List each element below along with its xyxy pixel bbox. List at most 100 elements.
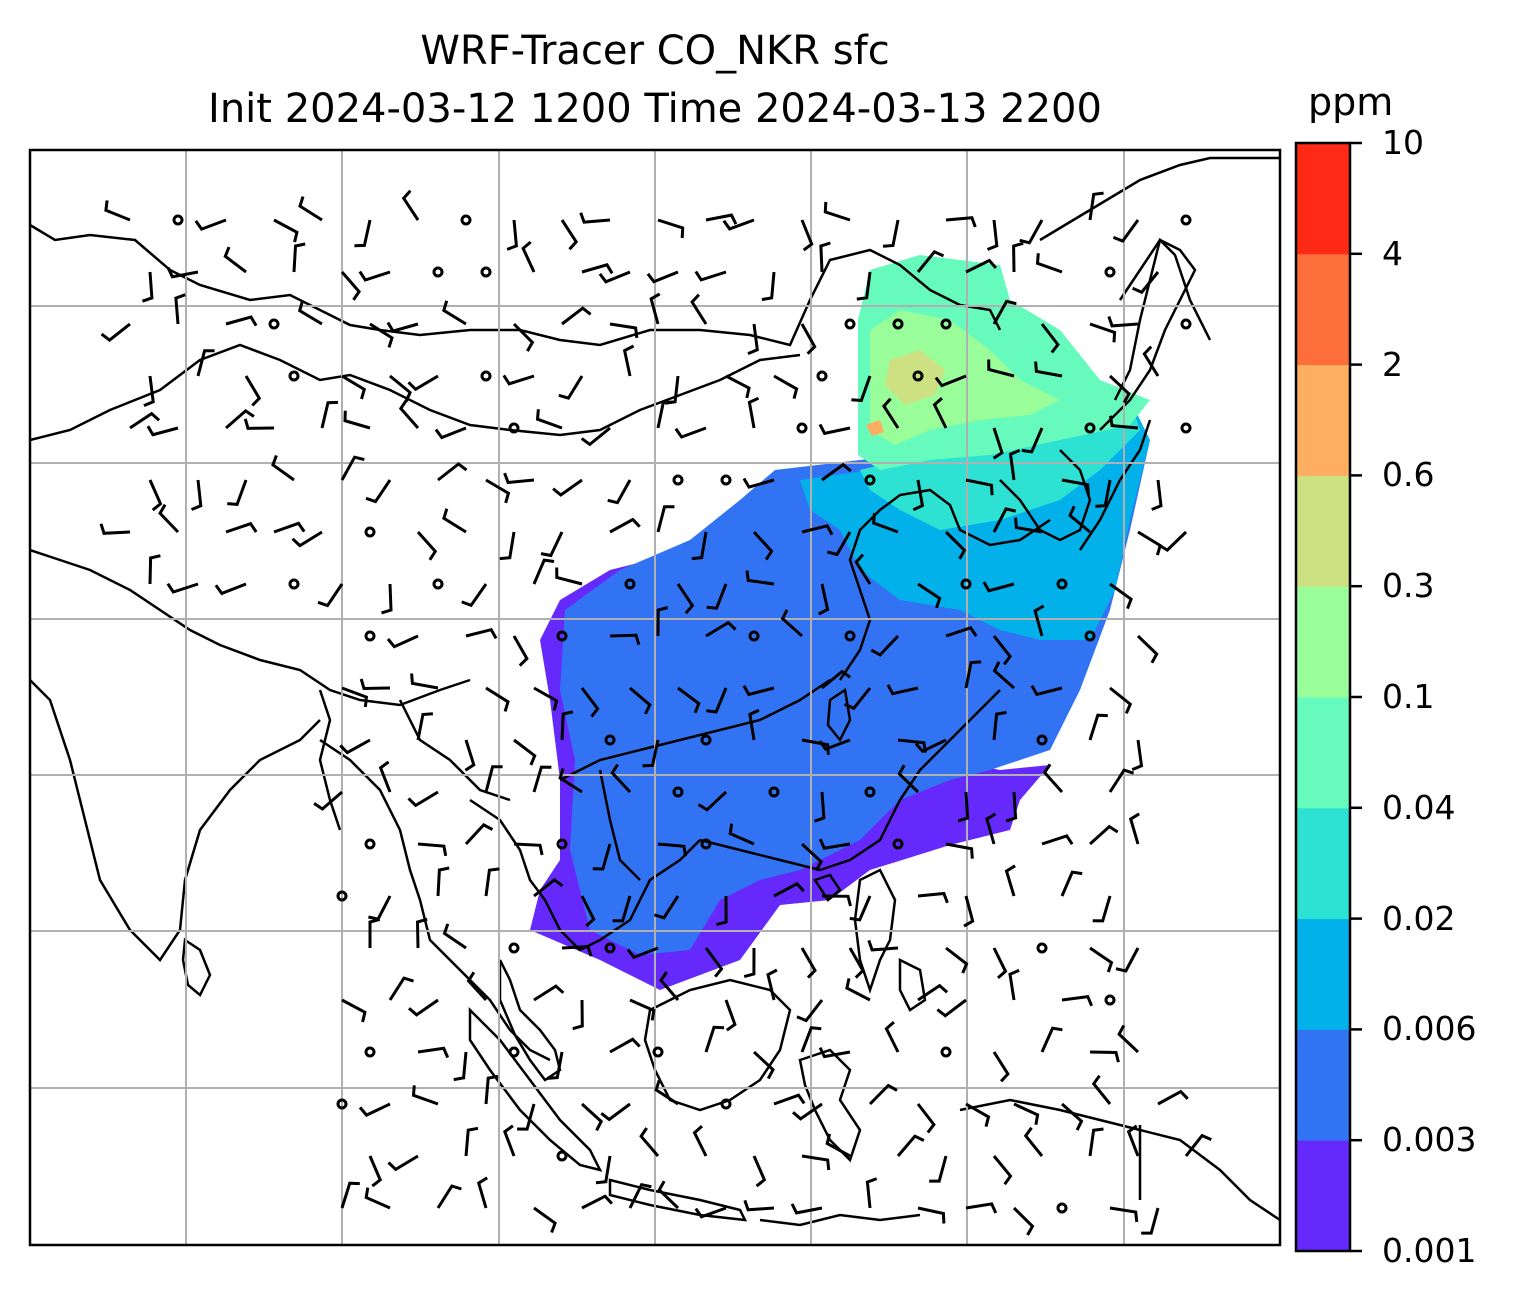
calm-wind-marker bbox=[1056, 1202, 1068, 1214]
wind-barb bbox=[320, 400, 339, 429]
wind-barb bbox=[368, 917, 381, 948]
wind-barb bbox=[388, 976, 414, 1001]
wind-barb bbox=[273, 521, 306, 534]
wind-barb bbox=[340, 455, 365, 481]
wind-barb bbox=[434, 426, 467, 440]
wind-barb bbox=[1109, 1206, 1139, 1223]
wind-barb bbox=[1157, 530, 1188, 552]
wind-barb bbox=[945, 626, 978, 638]
wind-barb bbox=[581, 263, 614, 275]
wind-barb bbox=[1108, 415, 1139, 430]
wind-barb bbox=[1108, 768, 1135, 793]
colorbar-tick-label: 0.3 bbox=[1382, 566, 1435, 606]
wind-barb bbox=[609, 1037, 641, 1054]
wind-barb bbox=[773, 1093, 806, 1106]
wind-barb bbox=[882, 397, 900, 429]
wind-barb bbox=[813, 791, 826, 823]
calm-wind-marker bbox=[912, 370, 924, 382]
wind-barb bbox=[916, 249, 945, 273]
wind-barb bbox=[1004, 864, 1016, 897]
wind-barb bbox=[503, 472, 535, 485]
calm-wind-marker bbox=[172, 214, 184, 226]
wind-barb bbox=[1184, 1133, 1212, 1157]
calm-wind-marker bbox=[480, 266, 492, 278]
wind-barb bbox=[408, 998, 439, 1017]
wind-barb bbox=[818, 838, 851, 850]
wind-barb bbox=[1126, 1124, 1140, 1157]
wind-barb bbox=[1092, 895, 1112, 923]
colorbar-segment bbox=[1296, 586, 1350, 698]
colorbar-tick-label: 0.003 bbox=[1382, 1120, 1477, 1160]
wind-barb bbox=[934, 374, 967, 388]
colorbar-unit: ppm bbox=[1308, 80, 1394, 124]
wind-barb bbox=[936, 998, 967, 1018]
wind-barb bbox=[945, 216, 977, 228]
wind-barb bbox=[945, 842, 974, 859]
wind-barb bbox=[649, 292, 661, 325]
colorbar-segment bbox=[1296, 1029, 1350, 1141]
wind-barb bbox=[1157, 1089, 1189, 1106]
wind-barb bbox=[1060, 870, 1083, 897]
wind-barb bbox=[706, 583, 728, 610]
calm-wind-marker bbox=[556, 1150, 568, 1162]
wind-barb bbox=[1040, 1026, 1063, 1053]
wind-barb bbox=[800, 323, 817, 355]
wind-barb bbox=[612, 895, 632, 923]
wind-barb bbox=[1088, 191, 1104, 221]
wind-barb bbox=[1033, 604, 1045, 637]
calm-wind-marker bbox=[720, 474, 732, 486]
calm-wind-marker bbox=[864, 786, 876, 798]
wind-barb bbox=[747, 323, 759, 355]
wind-barb bbox=[401, 189, 420, 221]
wind-barb bbox=[722, 218, 755, 231]
wind-barb bbox=[626, 946, 659, 960]
wind-barb bbox=[897, 764, 920, 794]
calm-wind-marker bbox=[364, 838, 376, 850]
wind-barb bbox=[868, 1083, 898, 1106]
wind-barb bbox=[800, 947, 817, 979]
calm-wind-marker bbox=[1084, 630, 1096, 642]
wind-barb bbox=[386, 321, 419, 333]
wind-barb bbox=[1089, 1050, 1120, 1063]
wind-barb bbox=[340, 271, 361, 301]
wind-barb bbox=[747, 396, 760, 429]
colorbar-segment bbox=[1296, 1140, 1350, 1252]
wind-barb bbox=[743, 947, 756, 979]
wind-barb bbox=[532, 765, 552, 793]
wind-barb bbox=[609, 633, 641, 646]
wind-barb bbox=[1008, 449, 1021, 481]
wind-barb bbox=[317, 583, 344, 608]
wind-barb bbox=[1019, 219, 1044, 245]
colorbar-segment bbox=[1296, 807, 1350, 920]
wind-barb bbox=[190, 479, 203, 511]
wind-barb bbox=[598, 270, 631, 284]
wind-barb bbox=[225, 315, 258, 327]
wind-barb bbox=[790, 1203, 823, 1215]
wind-barb bbox=[484, 1074, 499, 1105]
wind-barb bbox=[821, 462, 852, 482]
calm-wind-marker bbox=[796, 422, 808, 434]
wind-barb bbox=[558, 375, 584, 400]
wind-barb bbox=[411, 1085, 439, 1106]
wind-barb bbox=[992, 947, 1008, 980]
wind-barb bbox=[476, 1176, 488, 1209]
wind-barb bbox=[992, 661, 1015, 690]
wind-barb bbox=[223, 246, 247, 274]
wind-barb bbox=[547, 1051, 564, 1080]
wind-barb bbox=[884, 1020, 900, 1053]
wind-barb bbox=[485, 478, 511, 504]
wind-barb bbox=[464, 823, 494, 846]
wind-barb bbox=[823, 201, 851, 222]
wind-barb bbox=[417, 842, 448, 857]
calm-wind-marker bbox=[720, 1098, 732, 1110]
wind-barb bbox=[561, 306, 592, 326]
calm-wind-marker bbox=[432, 266, 444, 278]
wind-barb bbox=[882, 219, 900, 248]
wind-barb bbox=[825, 1133, 851, 1158]
wind-barb bbox=[818, 423, 851, 436]
wind-barb bbox=[845, 978, 871, 1002]
colorbar-segment bbox=[1296, 918, 1350, 1030]
wind-barb bbox=[148, 479, 163, 512]
wind-barb bbox=[1117, 1024, 1140, 1054]
